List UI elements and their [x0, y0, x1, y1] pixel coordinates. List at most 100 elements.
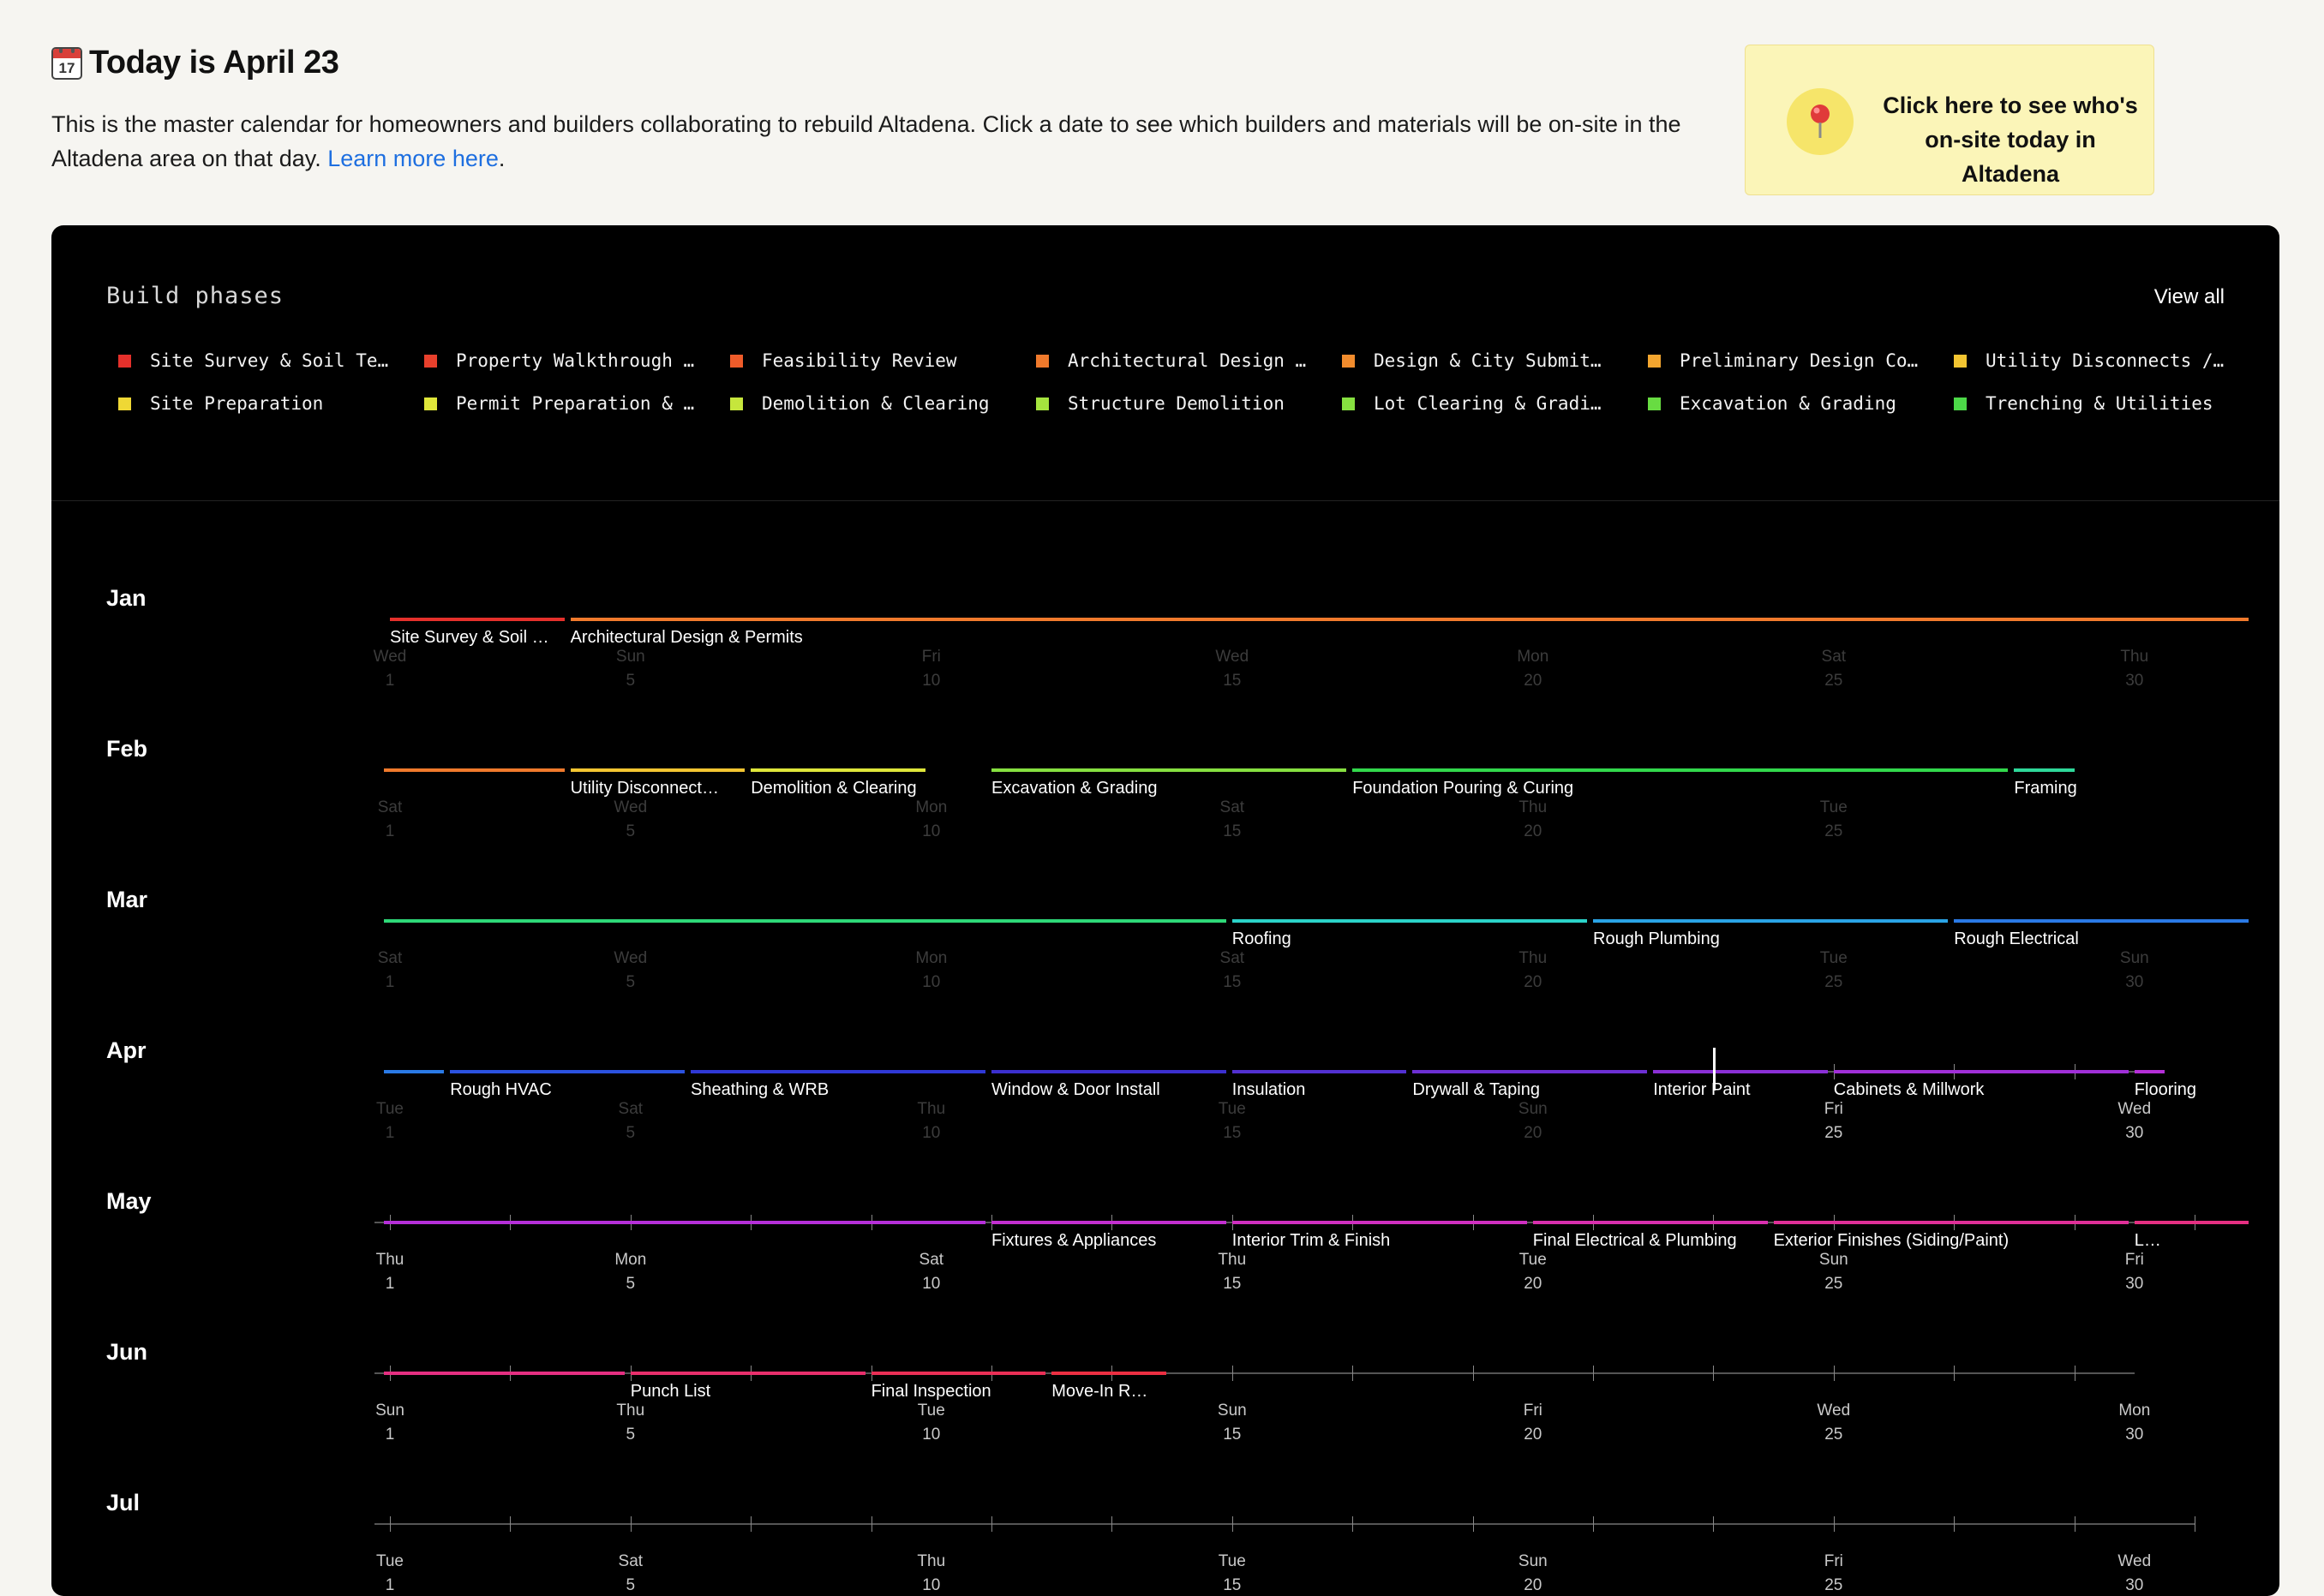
day-label[interactable]: Mon 10 [915, 949, 948, 991]
day-label[interactable]: Thu 15 [1218, 1251, 1247, 1293]
phase-legend-item[interactable]: Design & City Submit… [1342, 350, 1602, 371]
phase-bar[interactable] [383, 1070, 445, 1073]
day-label[interactable]: Fri 20 [1523, 1402, 1542, 1444]
day-label[interactable]: Wed 25 [1817, 1402, 1851, 1444]
day-label[interactable]: Mon 20 [1517, 648, 1549, 690]
day-label[interactable]: Tue 20 [1518, 1251, 1547, 1293]
day-label[interactable]: Sat 25 [1821, 648, 1847, 690]
phase-legend-item[interactable]: Permit Preparation & … [424, 393, 694, 414]
day-tick [510, 1516, 512, 1532]
phase-bar[interactable] [1352, 768, 2009, 772]
day-label[interactable]: Tue 10 [917, 1402, 945, 1444]
phase-bar[interactable] [1833, 1070, 2129, 1073]
day-tick [751, 1516, 752, 1532]
day-label[interactable]: Fri 25 [1824, 1552, 1843, 1594]
phase-bar[interactable] [383, 768, 565, 772]
phase-bar[interactable] [2134, 1221, 2249, 1224]
phase-color-swatch [1648, 397, 1661, 410]
day-label[interactable]: Thu 20 [1518, 949, 1548, 991]
day-label[interactable]: Thu 1 [375, 1251, 404, 1293]
day-label[interactable]: Mon 30 [2118, 1402, 2151, 1444]
phase-bar[interactable] [991, 1221, 1226, 1224]
phase-bar[interactable] [570, 768, 746, 772]
phase-legend-item[interactable]: Utility Disconnects /… [1954, 350, 2224, 371]
phase-bar[interactable] [991, 1070, 1226, 1073]
phase-bar[interactable] [2134, 1070, 2165, 1073]
day-label[interactable]: Sun 25 [1818, 1251, 1848, 1293]
day-label[interactable]: Wed 15 [1215, 648, 1249, 690]
phase-legend-item[interactable]: Site Survey & Soil Te… [118, 350, 388, 371]
phase-bar[interactable] [991, 768, 1347, 772]
learn-more-link[interactable]: Learn more here [327, 146, 499, 171]
phase-legend-item[interactable]: Feasibility Review [730, 350, 957, 371]
day-label[interactable]: Wed 5 [614, 949, 648, 991]
phase-bar-label: Move-In R… [1051, 1382, 1148, 1401]
day-label[interactable]: Sun 20 [1518, 1552, 1548, 1594]
day-label[interactable]: Sun 30 [2119, 949, 2149, 991]
phase-legend-item[interactable]: Trenching & Utilities [1954, 393, 2213, 414]
phase-bar[interactable] [1653, 1070, 1828, 1073]
day-label[interactable]: Sat 1 [377, 798, 403, 840]
day-label[interactable]: Thu 5 [616, 1402, 645, 1444]
day-label[interactable]: Fri 25 [1824, 1100, 1843, 1142]
phase-bar[interactable] [871, 1372, 1046, 1375]
phase-bar[interactable] [1412, 1070, 1648, 1073]
day-label[interactable]: Sat 15 [1219, 949, 1245, 991]
onsite-today-card[interactable]: Click here to see who's on-site today in… [1745, 45, 2154, 195]
phase-bar[interactable] [1231, 1070, 1407, 1073]
day-label[interactable]: Tue 25 [1819, 798, 1848, 840]
day-label[interactable]: Thu 30 [2120, 648, 2149, 690]
day-label[interactable]: Sun 5 [615, 648, 645, 690]
view-all-link[interactable]: View all [2153, 285, 2225, 308]
phase-bar[interactable] [383, 1221, 985, 1224]
phase-bar[interactable] [1532, 1221, 1768, 1224]
day-label[interactable]: Fri 30 [2124, 1251, 2144, 1293]
phase-legend-item[interactable]: Preliminary Design Co… [1648, 350, 1918, 371]
phase-bar[interactable] [570, 618, 2249, 621]
day-label[interactable]: Wed 1 [373, 648, 407, 690]
phase-bar[interactable] [390, 618, 565, 621]
day-label[interactable]: Thu 10 [917, 1100, 946, 1142]
phase-legend-item[interactable]: Excavation & Grading [1648, 393, 1896, 414]
phase-legend-item[interactable]: Architectural Design … [1036, 350, 1306, 371]
phase-legend-item[interactable]: Lot Clearing & Gradi… [1342, 393, 1602, 414]
phase-legend-item[interactable]: Property Walkthrough … [424, 350, 694, 371]
phase-bar[interactable] [1773, 1221, 2129, 1224]
phase-bar[interactable] [2014, 768, 2075, 772]
day-label[interactable]: Sun 20 [1518, 1100, 1548, 1142]
phase-bar[interactable] [630, 1372, 866, 1375]
day-label[interactable]: Tue 25 [1819, 949, 1848, 991]
phase-bar[interactable] [383, 1372, 625, 1375]
phase-bar[interactable] [1231, 919, 1587, 923]
day-label[interactable]: Tue 15 [1218, 1552, 1246, 1594]
phase-bar[interactable] [383, 919, 1226, 923]
day-label[interactable]: Sun 1 [375, 1402, 404, 1444]
day-label[interactable]: Tue 1 [375, 1100, 404, 1142]
phase-bar[interactable] [1593, 919, 1949, 923]
day-label[interactable]: Wed 30 [2117, 1100, 2152, 1142]
day-label[interactable]: Wed 30 [2117, 1552, 2152, 1594]
day-label[interactable]: Tue 1 [375, 1552, 404, 1594]
phase-bar[interactable] [1231, 1221, 1527, 1224]
day-label[interactable]: Tue 15 [1218, 1100, 1246, 1142]
day-label[interactable]: Fri 10 [921, 648, 941, 690]
phase-bar[interactable] [751, 768, 925, 772]
day-label[interactable]: Mon 5 [614, 1251, 647, 1293]
day-label[interactable]: Sun 15 [1217, 1402, 1247, 1444]
phase-legend-item[interactable]: Structure Demolition [1036, 393, 1285, 414]
day-label[interactable]: Sat 5 [618, 1100, 644, 1142]
day-label[interactable]: Wed 5 [614, 798, 648, 840]
day-label[interactable]: Sat 15 [1219, 798, 1245, 840]
phase-bar[interactable] [1954, 919, 2249, 923]
day-label[interactable]: Sat 5 [618, 1552, 644, 1594]
day-label[interactable]: Thu 10 [917, 1552, 946, 1594]
phase-legend-item[interactable]: Demolition & Clearing [730, 393, 990, 414]
day-label[interactable]: Thu 20 [1518, 798, 1548, 840]
day-label[interactable]: Sat 1 [377, 949, 403, 991]
phase-bar[interactable] [1051, 1372, 1166, 1375]
phase-bar[interactable] [691, 1070, 985, 1073]
day-label[interactable]: Sat 10 [919, 1251, 944, 1293]
phase-legend-item[interactable]: Site Preparation [118, 393, 323, 414]
day-label[interactable]: Mon 10 [915, 798, 948, 840]
phase-bar[interactable] [450, 1070, 685, 1073]
